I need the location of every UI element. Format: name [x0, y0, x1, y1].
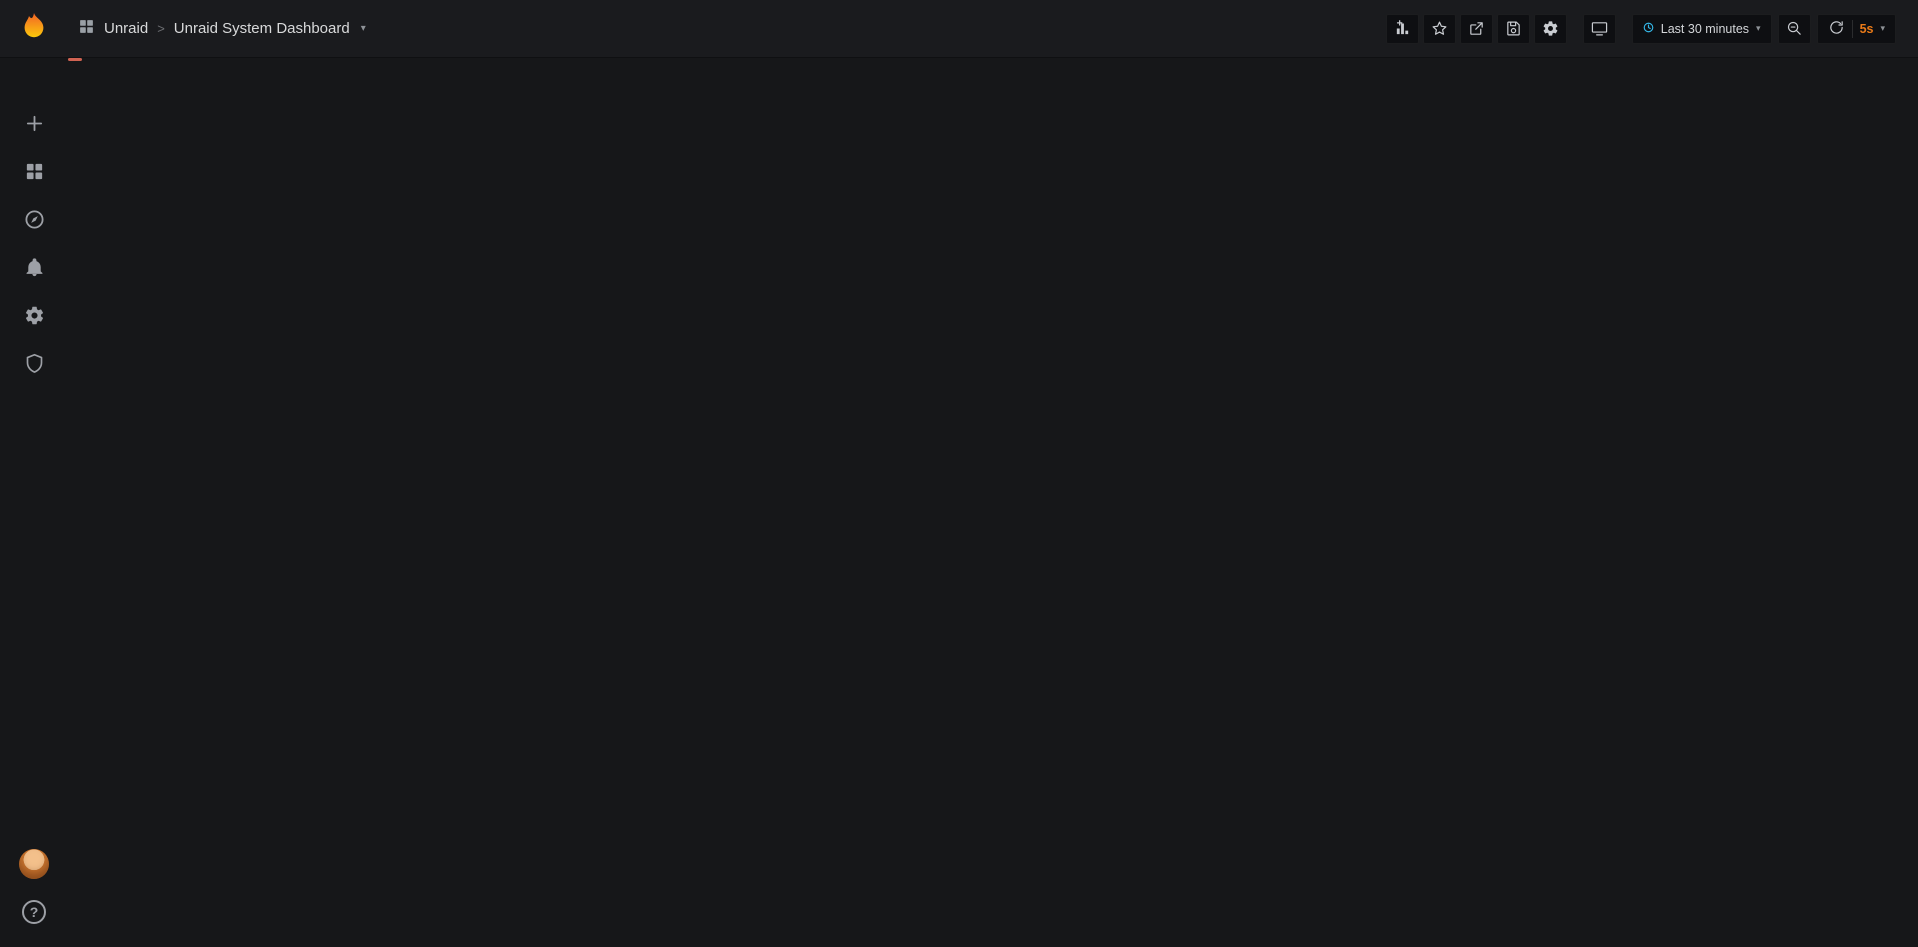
four-squares-icon: [24, 161, 45, 187]
breadcrumb-separator: >: [157, 21, 165, 36]
divider: [1851, 19, 1853, 38]
top-navbar: Unraid > Unraid System Dashboard ▾ Last …: [0, 0, 1918, 58]
zoom-out-button[interactable]: [1777, 13, 1811, 44]
add-panel-button[interactable]: [1385, 13, 1419, 44]
sidebar-item-alerting[interactable]: [0, 248, 68, 292]
bell-icon: [24, 257, 45, 283]
sidebar-item-explore[interactable]: [0, 200, 68, 244]
plus-icon: [24, 113, 45, 139]
refresh-picker[interactable]: 5s ▾: [1816, 13, 1896, 44]
dashboard-grid-icon: [78, 18, 95, 39]
sidebar-item-help[interactable]: ?: [0, 890, 68, 934]
refresh-icon: [1828, 19, 1845, 39]
time-picker[interactable]: Last 30 minutes ▾: [1631, 13, 1772, 44]
help-icon: ?: [22, 900, 46, 924]
refresh-interval-label: 5s: [1859, 21, 1874, 36]
breadcrumb-dashboard[interactable]: Unraid System Dashboard: [173, 20, 350, 37]
avatar: [19, 849, 49, 879]
time-range-label: Last 30 minutes: [1660, 21, 1750, 36]
clock-icon: [1643, 22, 1654, 36]
breadcrumb: Unraid > Unraid System Dashboard ▾: [78, 18, 366, 39]
breadcrumb-app[interactable]: Unraid: [104, 20, 149, 37]
dashboard-settings-button[interactable]: [1533, 13, 1567, 44]
gear-icon: [24, 305, 45, 331]
share-button[interactable]: [1459, 13, 1493, 44]
sidebar-item-profile[interactable]: [0, 842, 68, 886]
navbar-actions: Last 30 minutes ▾ 5s ▾: [1382, 13, 1896, 44]
sidebar-item-create[interactable]: [0, 104, 68, 148]
shield-icon: [24, 353, 45, 379]
save-button[interactable]: [1496, 13, 1530, 44]
sidebar: ?: [0, 0, 68, 947]
star-button[interactable]: [1422, 13, 1456, 44]
cycle-view-button[interactable]: [1582, 13, 1616, 44]
sidebar-item-server-admin[interactable]: [0, 344, 68, 388]
compass-icon: [24, 209, 45, 235]
grafana-logo[interactable]: [16, 11, 52, 47]
sidebar-item-dashboards[interactable]: [0, 152, 68, 196]
sidebar-item-configuration[interactable]: [0, 296, 68, 340]
chevron-down-icon: ▾: [360, 23, 366, 34]
chevron-down-icon: ▾: [1880, 23, 1885, 33]
dashboard-canvas: kWh Price 0.65 ▾ Currency kr ▾ UPS Max O…: [68, 58, 82, 61]
chevron-down-icon: ▾: [1756, 23, 1761, 33]
